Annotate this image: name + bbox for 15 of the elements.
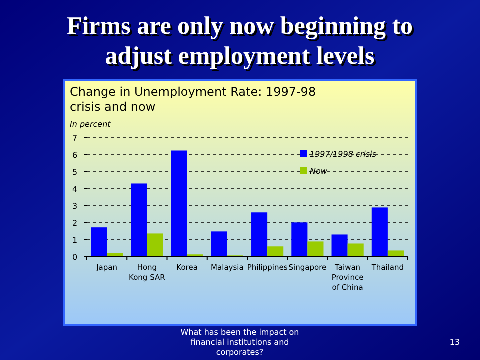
chart-subtitle: Change in Unemployment Rate: 1997-98 crisis and now [70, 85, 316, 114]
y-tick-label: 4 [72, 185, 78, 194]
y-tick-label: 6 [72, 151, 78, 160]
legend-label: 1997/1998 crisis [310, 150, 376, 159]
y-tick-label: 3 [72, 202, 78, 211]
y-tick-label: 0 [72, 253, 78, 262]
y-tick-label: 7 [72, 134, 78, 143]
y-axis-title: In percent [70, 120, 112, 129]
y-tick-label: 5 [72, 168, 78, 177]
text: 13 [450, 338, 460, 347]
y-tick-label: 1 [72, 236, 78, 245]
chart-title: Firms are only now beginning to adjust employment levels [66, 13, 414, 72]
text: What has been the impact on financial institutions and corporates? [180, 328, 300, 357]
legend-label: Now [310, 167, 328, 176]
y-tick-label: 2 [72, 219, 78, 228]
